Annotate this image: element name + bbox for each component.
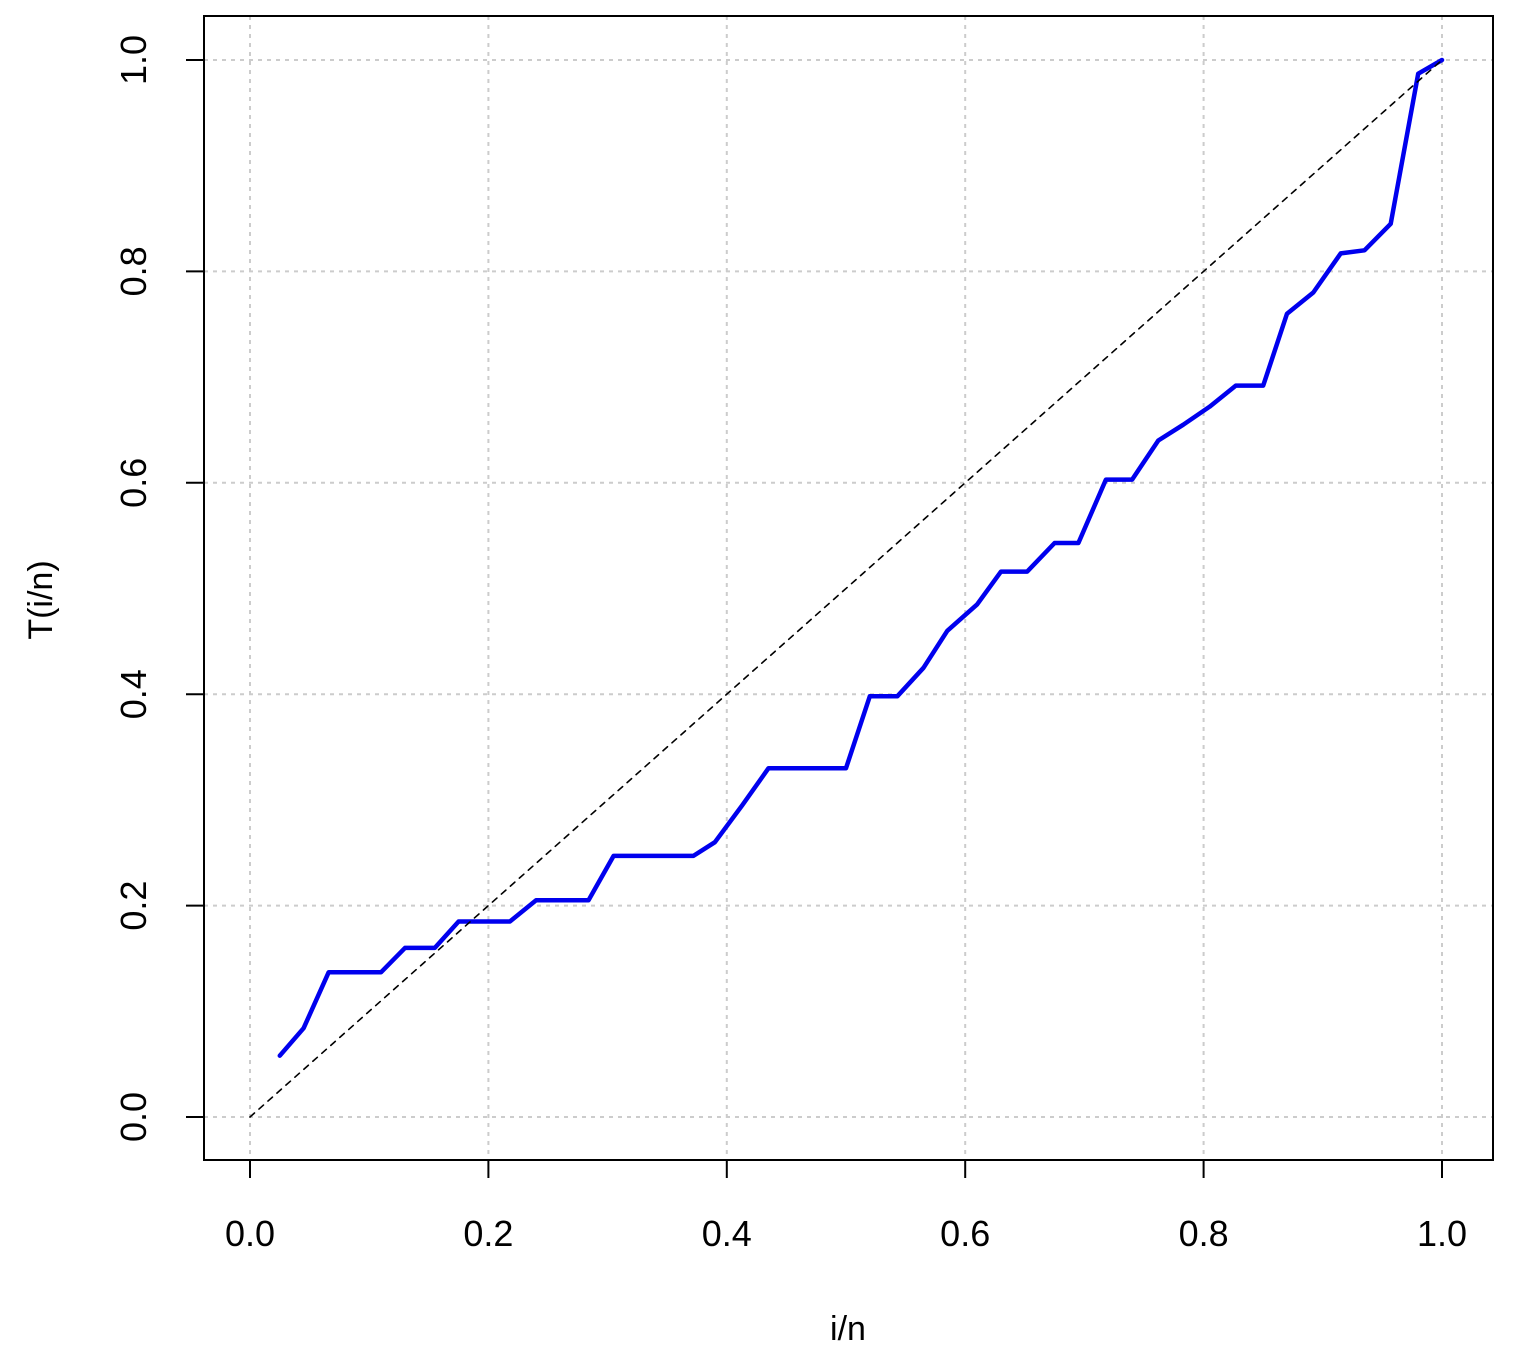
x-tick-label-5: 1.0 — [1417, 1213, 1467, 1254]
x-tick-label-1: 0.2 — [463, 1213, 513, 1254]
x-tick-label-2: 0.4 — [702, 1213, 752, 1254]
x-tick-label-3: 0.6 — [940, 1213, 990, 1254]
series-line-0 — [277, 57, 1445, 1058]
y-tick-label-4: 0.8 — [113, 246, 154, 296]
reference-line — [249, 59, 1443, 1118]
x-tick-label-0: 0.0 — [225, 1213, 275, 1254]
x-axis-title: i/n — [830, 1310, 866, 1348]
plot-frame — [203, 15, 1494, 1161]
grid — [204, 16, 1493, 1160]
y-axis-title: T(i/n) — [22, 560, 60, 639]
y-tick-label-5: 1.0 — [113, 35, 154, 85]
y-tick-label-3: 0.6 — [113, 458, 154, 508]
axes: 0.0 0.2 0.4 0.6 0.8 1.0 0.0 0.2 0.4 0.6 0.8 1.0 — [113, 35, 1467, 1254]
x-tick-label-4: 0.8 — [1179, 1213, 1229, 1254]
y-tick-label-1: 0.2 — [113, 881, 154, 931]
y-tick-label-0: 0.0 — [113, 1092, 154, 1142]
y-tick-label-2: 0.4 — [113, 669, 154, 719]
series-layer — [249, 57, 1445, 1118]
